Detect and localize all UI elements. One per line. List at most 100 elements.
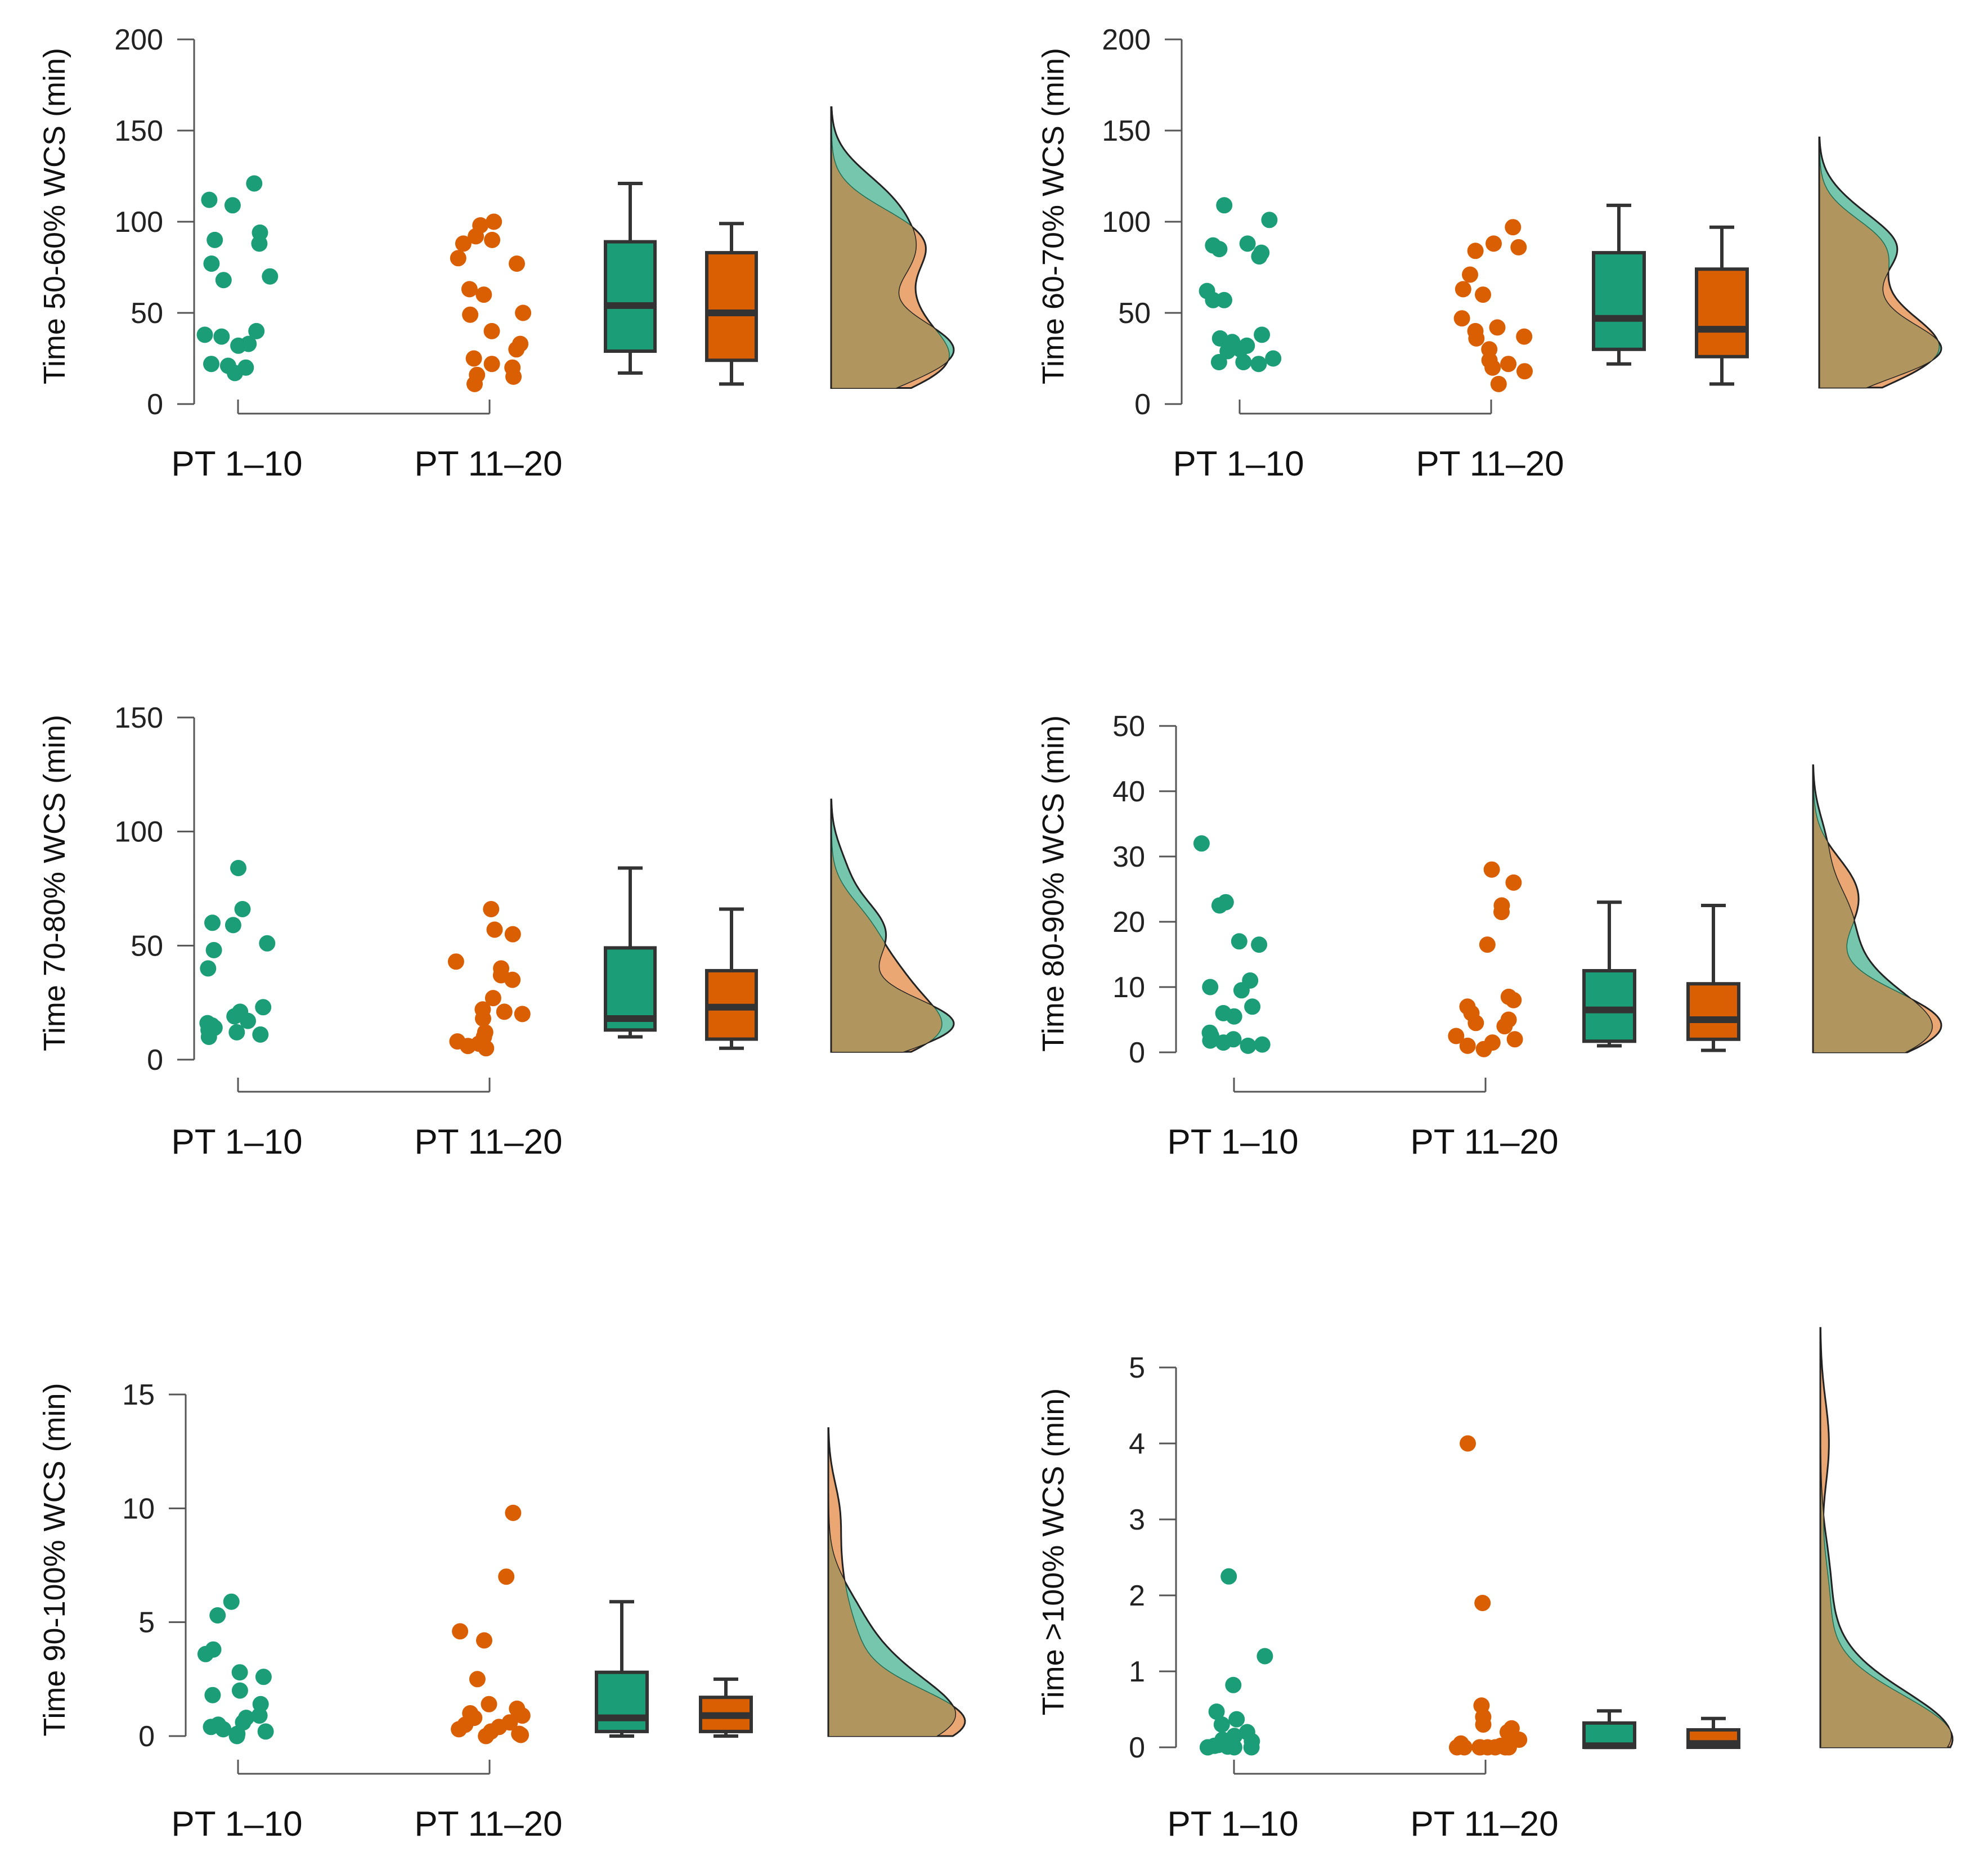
y-tick-label: 0 (1129, 1732, 1145, 1764)
data-point (1506, 1031, 1523, 1048)
data-point (465, 350, 482, 367)
data-point (460, 1038, 477, 1055)
data-point (1211, 241, 1228, 258)
y-tick-label: 15 (122, 1379, 155, 1411)
data-point (462, 306, 479, 323)
data-point (450, 250, 466, 267)
data-point (475, 1010, 491, 1027)
data-point (230, 860, 246, 876)
y-axis-title: Time 70-80% WCS (min) (38, 715, 71, 1051)
density-overlap (1820, 1328, 1951, 1747)
data-point (201, 191, 218, 208)
data-point (200, 960, 217, 977)
y-tick-label: 1 (1129, 1656, 1145, 1688)
y-tick-label: 0 (147, 1044, 163, 1077)
data-point (228, 1024, 245, 1041)
y-tick-label: 0 (1129, 1037, 1145, 1069)
data-point (224, 197, 241, 214)
data-point (514, 1006, 531, 1023)
data-point (248, 322, 265, 339)
x-tick-label: PT 1–10 (1167, 1123, 1298, 1162)
data-point (262, 268, 279, 285)
density-overlap (831, 799, 942, 1052)
data-point (483, 322, 500, 339)
data-point (1216, 292, 1232, 308)
data-point (1200, 1739, 1217, 1756)
data-point (1215, 1034, 1232, 1051)
data-point (1467, 243, 1484, 259)
y-tick-label: 100 (1102, 206, 1151, 239)
panel-1: 0 50 100 150 200 Time 50-60% WCS (min) PT 1–10… (38, 24, 955, 483)
x-tick-label: PT 1–10 (171, 1805, 302, 1844)
y-tick-label: 3 (1129, 1504, 1145, 1536)
x-tick-label: PT 11–20 (414, 445, 562, 483)
y-tick-label: 150 (1102, 115, 1151, 147)
data-point (1265, 350, 1282, 367)
data-point (447, 953, 464, 970)
data-point (483, 901, 500, 917)
data-point (209, 1607, 226, 1624)
x-tick-label: PT 11–20 (414, 1805, 562, 1844)
y-tick-label: 50 (1112, 710, 1145, 743)
data-point (1505, 874, 1522, 891)
y-tick-label: 0 (1134, 388, 1151, 421)
data-point (1254, 1036, 1271, 1053)
box-iqr (1592, 251, 1646, 351)
data-point (215, 272, 232, 289)
data-point (1239, 235, 1256, 252)
data-point (234, 901, 251, 917)
x-tick-label: PT 1–10 (1173, 445, 1304, 483)
data-point (259, 935, 276, 952)
density-overlap (1819, 137, 1939, 388)
y-tick-label: 150 (114, 115, 163, 147)
panel-2: 0 50 100 150 200 Time 60-70% WCS (min) PT 1–10… (1036, 24, 1942, 483)
data-point (1244, 998, 1261, 1015)
data-point (1493, 904, 1510, 921)
data-point (230, 337, 247, 354)
y-tick-label: 0 (147, 388, 163, 421)
x-tick-label: PT 1–10 (171, 1123, 302, 1162)
data-point (1505, 992, 1522, 1008)
data-point (476, 1632, 492, 1649)
data-point (486, 921, 503, 938)
data-point (1510, 239, 1527, 255)
data-point (1496, 1018, 1513, 1035)
y-tick-label: 10 (1112, 971, 1145, 1004)
y-tick-label: 5 (138, 1607, 155, 1639)
data-point (1448, 1028, 1465, 1044)
data-point (514, 1707, 531, 1724)
data-point (1210, 354, 1227, 370)
y-axis-title: Time >100% WCS (min) (1036, 1388, 1070, 1716)
data-point (466, 375, 483, 392)
data-point (478, 1728, 495, 1745)
panel-4: 0 10 20 30 40 50 Time 80-90% WCS (min) PT 1–10 P… (1036, 710, 1942, 1162)
data-point (496, 1003, 513, 1020)
data-point (504, 971, 521, 988)
data-point (1202, 979, 1219, 995)
box-iqr (1695, 267, 1749, 358)
data-point (1455, 281, 1471, 298)
data-point (251, 235, 268, 252)
data-point (1475, 1041, 1492, 1057)
data-point (255, 1669, 272, 1685)
data-point (240, 1012, 256, 1029)
y-tick-label: 50 (1118, 297, 1151, 330)
data-point (1479, 936, 1496, 953)
data-point (515, 304, 532, 321)
data-point (468, 228, 484, 245)
y-tick-label: 50 (131, 930, 163, 962)
data-point (1226, 1739, 1242, 1756)
box-iqr (1686, 982, 1740, 1041)
data-point (1486, 235, 1502, 252)
y-tick-label: 0 (138, 1720, 155, 1753)
y-axis-title: Time 90-100% WCS (min) (38, 1383, 71, 1736)
data-point (486, 213, 502, 230)
data-point (252, 1026, 269, 1043)
x-tick-label: PT 1–10 (171, 445, 302, 483)
data-point (213, 328, 230, 345)
data-point (1216, 197, 1233, 214)
data-point (1462, 266, 1478, 283)
y-tick-label: 200 (1102, 24, 1151, 56)
data-point (478, 1040, 495, 1057)
data-point (1453, 310, 1470, 327)
